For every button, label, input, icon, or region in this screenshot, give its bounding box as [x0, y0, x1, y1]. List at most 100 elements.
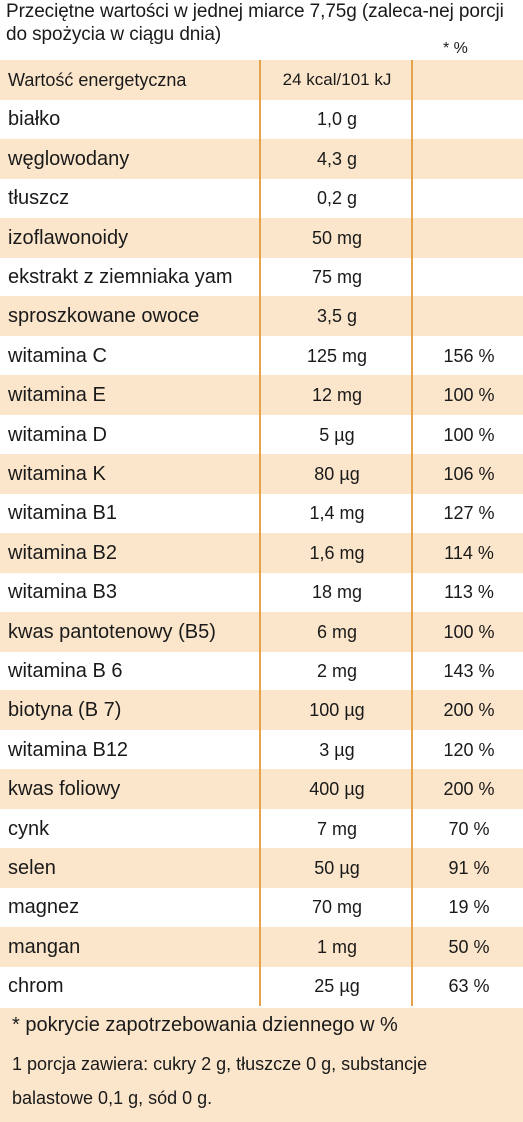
- nutrient-name: kwas pantotenowy (B5): [8, 620, 216, 643]
- nutrient-name: białko: [8, 108, 61, 131]
- nutrient-amount: 7 mg: [316, 818, 358, 839]
- nutrient-daily-percent: 100 %: [443, 424, 495, 445]
- nutrient-daily-percent: 114 %: [444, 542, 494, 563]
- table-row: węglowodany 4,3 g: [0, 138, 523, 179]
- table-row: tłuszcz 0,2 g: [0, 178, 523, 218]
- nutrient-amount: 0,2 g: [316, 188, 358, 209]
- nutrient-name: witamina B2: [8, 541, 117, 564]
- table-row: witamina D 5 µg 100 %: [0, 415, 523, 455]
- nutrient-amount: 1,0 g: [316, 109, 358, 130]
- nutrient-daily-percent: [415, 218, 523, 258]
- nutrient-daily-percent: 63 %: [448, 976, 490, 997]
- nutrient-amount: 50 mg: [311, 227, 363, 248]
- nutrient-name: mangan: [8, 935, 81, 958]
- nutrient-name: węglowodany: [8, 147, 130, 170]
- nutrient-name: cynk: [8, 817, 50, 840]
- nutrient-daily-percent: 91 %: [448, 858, 490, 878]
- nutrient-amount: 400 µg: [309, 779, 365, 800]
- nutrient-name: ekstrakt z ziemniaka yam: [8, 266, 233, 288]
- nutrient-amount: 3,5 g: [316, 306, 358, 327]
- table-row: witamina B1 1,4 mg 127 %: [0, 493, 523, 533]
- nutrient-daily-percent: [415, 60, 523, 100]
- nutrient-name: izoflawonoidy: [8, 226, 129, 249]
- table-row: cynk 7 mg 70 %: [0, 809, 523, 849]
- nutrient-amount: 18 mg: [311, 582, 363, 603]
- nutrient-amount: 3 µg: [319, 739, 355, 760]
- footnote-portion-line-1: 1 porcja zawiera: cukry 2 g, tłuszcze 0 …: [12, 1054, 428, 1074]
- nutrient-amount: 70 mg: [311, 897, 363, 918]
- nutrition-header: Przeciętne wartości w jednej miarce 7,75…: [6, 0, 521, 64]
- nutrient-daily-percent: [415, 178, 523, 218]
- nutrient-daily-percent: [415, 296, 523, 336]
- column-divider-right: [411, 60, 413, 1006]
- table-row: mangan 1 mg 50 %: [0, 926, 523, 967]
- table-row: witamina K 80 µg 106 %: [0, 454, 523, 494]
- nutrient-name: tłuszcz: [8, 187, 70, 210]
- nutrition-table: Wartość energetyczna 24 kcal/101 kJ białko…: [0, 60, 523, 1006]
- nutrient-daily-percent: [415, 99, 523, 139]
- percent-column-label: * %: [443, 40, 468, 57]
- column-divider-left: [259, 60, 261, 1006]
- nutrient-amount: 4,3 g: [316, 148, 358, 169]
- table-row: witamina E 12 mg 100 %: [0, 375, 523, 416]
- table-row: witamina B3 18 mg 113 %: [0, 572, 523, 612]
- table-row: izoflawonoidy 50 mg: [0, 217, 523, 258]
- nutrient-amount: 80 µg: [314, 464, 360, 484]
- nutrient-daily-percent: [415, 257, 523, 297]
- nutrient-daily-percent: 113 %: [444, 582, 494, 603]
- nutrient-daily-percent: 100 %: [443, 621, 495, 642]
- nutrient-name: biotyna (B 7): [8, 699, 122, 722]
- nutrient-name: witamina B1: [8, 502, 117, 525]
- table-row: magnez 70 mg 19 %: [0, 887, 523, 927]
- nutrient-daily-percent: 200 %: [443, 779, 495, 800]
- nutrient-amount: 5 µg: [319, 424, 355, 445]
- table-row: białko 1,0 g: [0, 99, 523, 139]
- nutrient-name: witamina K: [8, 463, 106, 485]
- nutrient-amount: 1,6 mg: [309, 542, 365, 563]
- table-row: witamina B12 3 µg 120 %: [0, 730, 523, 770]
- nutrient-daily-percent: 100 %: [443, 385, 495, 406]
- nutrient-amount: 1 mg: [316, 936, 358, 957]
- footnote-daily-value: * pokrycie zapotrzebowania dziennego w %: [12, 1014, 398, 1036]
- footnote-portion-line-2: balastowe 0,1 g, sód 0 g.: [12, 1088, 213, 1108]
- table-row: chrom 25 µg 63 %: [0, 966, 523, 1006]
- nutrient-amount: 6 mg: [316, 621, 358, 642]
- table-row: sproszkowane owoce 3,5 g: [0, 296, 523, 337]
- nutrient-name: chrom: [8, 975, 64, 998]
- table-row: witamina C 125 mg 156 %: [0, 336, 523, 376]
- nutrient-daily-percent: 200 %: [443, 700, 495, 721]
- nutrient-amount: 24 kcal/101 kJ: [282, 70, 392, 89]
- nutrient-amount: 125 mg: [306, 345, 368, 366]
- table-row: witamina B2 1,6 mg 114 %: [0, 532, 523, 573]
- nutrient-name: witamina B3: [8, 581, 117, 604]
- nutrient-daily-percent: 156 %: [443, 345, 495, 366]
- nutrient-name: magnez: [8, 896, 80, 919]
- nutrient-amount: 100 µg: [309, 700, 365, 721]
- nutrient-name: witamina B 6: [8, 660, 123, 682]
- header-text: Przeciętne wartości w jednej miarce 7,75…: [6, 1, 504, 45]
- nutrient-daily-percent: [415, 139, 523, 179]
- table-row: ekstrakt z ziemniaka yam 75 mg: [0, 257, 523, 297]
- nutrient-name: Wartość energetyczna: [8, 70, 187, 90]
- nutrient-daily-percent: 143 %: [443, 661, 495, 681]
- nutrient-daily-percent: 50 %: [448, 936, 490, 957]
- nutrient-amount: 1,4 mg: [309, 503, 365, 524]
- table-row: witamina B 6 2 mg 143 %: [0, 651, 523, 691]
- footnote-box: * pokrycie zapotrzebowania dziennego w %…: [0, 1008, 523, 1122]
- table-row: Wartość energetyczna 24 kcal/101 kJ: [0, 60, 523, 100]
- table-row: biotyna (B 7) 100 µg 200 %: [0, 690, 523, 731]
- nutrient-amount: 12 mg: [311, 385, 363, 406]
- nutrient-name: witamina C: [8, 344, 107, 367]
- nutrient-name: kwas foliowy: [8, 778, 121, 801]
- nutrient-daily-percent: 120 %: [443, 739, 495, 760]
- nutrient-daily-percent: 70 %: [448, 818, 490, 839]
- nutrient-daily-percent: 19 %: [448, 897, 490, 918]
- nutrient-name: witamina B12: [8, 738, 129, 761]
- nutrient-name: witamina E: [8, 384, 106, 407]
- nutrient-amount: 75 mg: [311, 267, 363, 287]
- nutrient-name: witamina D: [8, 423, 107, 446]
- table-row: kwas foliowy 400 µg 200 %: [0, 769, 523, 810]
- table-row: selen 50 µg 91 %: [0, 848, 523, 888]
- nutrient-daily-percent: 106 %: [443, 464, 495, 484]
- nutrient-amount: 25 µg: [314, 976, 360, 997]
